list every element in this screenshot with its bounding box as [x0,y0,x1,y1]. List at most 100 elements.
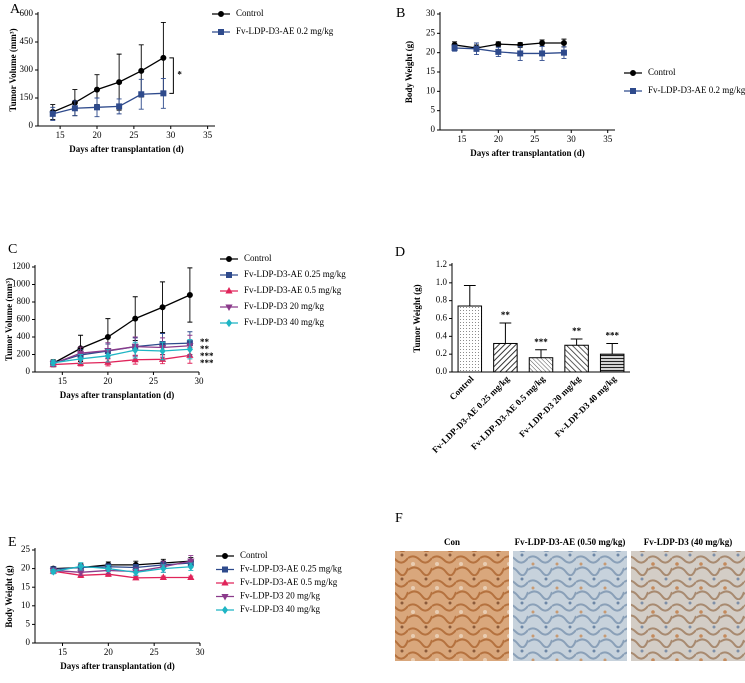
annotation: ** [200,344,210,354]
marker [104,334,111,340]
marker [132,346,139,355]
y-tick-label: 1.2 [436,259,447,269]
bar [493,342,518,373]
y-tick-label: 400 [17,331,31,341]
x-tick-label: 20 [103,376,113,386]
axis-line [37,12,215,127]
bar [528,357,554,373]
y-axis-label: Tumor Volume (mm³) [8,28,18,111]
panel-label: E [8,535,17,550]
y-axis-label: Body Weight (g) [4,565,14,627]
legend-label: Fv-LDP-D3 20 mg/kg [244,301,325,311]
marker [222,566,228,573]
marker [218,11,224,17]
marker [495,41,502,48]
marker [560,49,567,56]
y-tick-label: 25 [21,544,31,554]
y-tick-label: 10 [21,600,31,610]
marker [76,350,85,358]
x-tick-label: 25 [129,130,139,140]
x-tick-label: Fv-LDP-D3 20 mg/kg [517,373,583,439]
y-axis-label: Tumor Volume (mm³) [4,278,14,361]
marker [630,70,636,76]
y-tick-label: 20 [426,47,436,57]
marker [451,45,458,52]
annotation: ** [200,337,210,347]
y-axis-label: Tumor Weight (g) [412,284,422,352]
panel-label: C [8,242,17,257]
x-tick-label: 25 [149,376,159,386]
marker [517,50,524,57]
panel-label: B [396,6,405,21]
marker [221,578,229,586]
legend-label: Fv-LDP-D3 40 mg/kg [240,604,321,614]
image-caption: Con [444,537,460,547]
y-tick-label: 0.0 [436,366,448,376]
micrograph [513,551,627,661]
legend-label: Fv-LDP-D3-AE 0.2 mg/kg [648,85,745,95]
marker [50,567,57,576]
marker [138,91,145,98]
marker [159,304,166,311]
legend-label: Fv-LDP-D3 20 mg/kg [240,591,321,601]
x-tick-label: 30 [166,130,176,140]
x-axis-label: Days after transplantation (d) [69,144,184,154]
marker [49,110,56,117]
marker [225,286,233,294]
x-tick-label: 20 [93,130,103,140]
error-bar [570,338,583,346]
marker [94,104,100,111]
marker [539,40,546,46]
marker [132,568,139,577]
marker [104,351,112,360]
marker [138,67,145,74]
y-tick-label: 1.0 [436,277,448,287]
annotation: *** [200,351,214,361]
significance-label: *** [605,331,619,341]
panel-label: F [395,511,403,526]
x-tick-label: 15 [58,647,68,657]
series-line [53,348,190,364]
annotation: *** [200,358,214,368]
legend-label: Fv-LDP-D3-AE 0.5 mg/kg [244,285,342,295]
x-axis-label: Days after transplantation (d) [470,148,585,158]
y-tick-label: 1200 [12,261,31,271]
significance-bracket [169,57,174,94]
marker [560,40,567,46]
x-tick-label: 15 [56,130,66,140]
bar [599,353,625,373]
x-tick-label: 25 [530,134,540,144]
significance-label: ** [572,326,582,336]
micrograph [631,551,745,661]
marker [105,564,112,573]
marker [116,79,123,86]
y-tick-label: 0.8 [436,295,448,305]
legend-label: Control [240,550,268,560]
series-line [53,354,190,366]
marker [116,103,123,110]
significance-label: ** [501,310,511,320]
y-tick-label: 600 [17,314,31,324]
marker [160,54,167,61]
series-line [454,42,564,49]
significance-label: *** [534,337,548,347]
marker [221,594,229,601]
marker [71,105,78,112]
marker [222,553,228,559]
series-line [52,345,190,365]
y-tick-label: 15 [426,66,436,76]
panel-label: A [10,2,21,17]
marker [77,562,84,571]
marker [495,48,502,55]
marker [226,256,232,262]
marker [131,355,139,363]
marker [187,562,194,571]
marker [186,345,194,354]
x-tick-label: 30 [567,134,577,144]
x-axis-label: Days after transplantation (d) [60,661,175,671]
marker [159,573,167,581]
y-tick-label: 15 [21,581,31,591]
x-tick-label: 25 [150,647,160,657]
x-tick-label: 20 [104,647,114,657]
